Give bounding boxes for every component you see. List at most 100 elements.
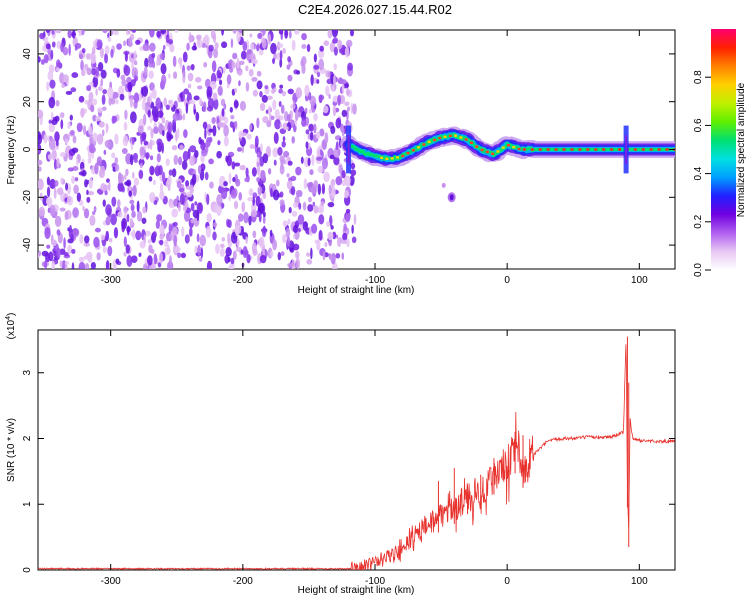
noise-cell bbox=[88, 143, 95, 154]
noise-cell bbox=[246, 53, 251, 62]
ridge-peak bbox=[432, 138, 436, 142]
noise-cell bbox=[212, 222, 218, 228]
noise-cell bbox=[185, 180, 190, 188]
noise-cell bbox=[48, 96, 56, 109]
noise-cell bbox=[156, 110, 164, 118]
noise-cell bbox=[231, 60, 235, 70]
noise-cell bbox=[308, 196, 312, 203]
noise-cell bbox=[307, 157, 311, 167]
x-tick-label: 0 bbox=[504, 576, 510, 587]
noise-cell bbox=[350, 169, 357, 176]
noise-cell bbox=[223, 103, 227, 110]
ridge-peak bbox=[427, 140, 431, 144]
noise-cell bbox=[53, 187, 57, 199]
noise-cell bbox=[290, 185, 296, 196]
noise-cell bbox=[221, 41, 228, 49]
noise-cell bbox=[333, 146, 341, 159]
noise-cell bbox=[137, 125, 144, 134]
noise-cell bbox=[344, 101, 350, 107]
noise-cell bbox=[65, 182, 69, 191]
ridge-peak bbox=[602, 148, 606, 151]
noise-cell bbox=[101, 94, 106, 105]
noise-cell bbox=[198, 257, 203, 262]
noise-cell bbox=[60, 119, 64, 130]
noise-cell bbox=[320, 200, 325, 207]
noise-cell bbox=[257, 186, 263, 195]
noise-cell bbox=[197, 202, 203, 214]
noise-cell bbox=[169, 43, 175, 53]
noise-cell bbox=[161, 116, 166, 124]
noise-cell bbox=[202, 101, 207, 113]
noise-cell bbox=[331, 85, 335, 92]
noise-cell bbox=[252, 248, 258, 256]
noise-cell bbox=[330, 225, 334, 230]
noise-cell bbox=[328, 184, 332, 194]
noise-cell bbox=[38, 133, 43, 145]
noise-cell bbox=[223, 136, 229, 147]
noise-cell bbox=[165, 104, 170, 111]
noise-cell bbox=[141, 85, 149, 97]
noise-cell bbox=[105, 260, 110, 269]
noise-cell bbox=[208, 158, 214, 165]
noise-cell bbox=[108, 237, 113, 243]
noise-cell bbox=[203, 61, 208, 68]
noise-cell bbox=[135, 233, 142, 238]
noise-cell bbox=[323, 171, 330, 183]
noise-cell bbox=[242, 41, 248, 52]
noise-cell bbox=[100, 78, 104, 87]
noise-cell bbox=[246, 133, 252, 140]
noise-cell bbox=[76, 192, 82, 202]
noise-cell bbox=[224, 116, 229, 124]
noise-cell bbox=[203, 34, 210, 46]
noise-cell bbox=[335, 117, 342, 129]
noise-cell bbox=[171, 145, 178, 151]
noise-cell bbox=[116, 43, 122, 50]
noise-cell bbox=[221, 236, 226, 242]
noise-cell bbox=[280, 251, 285, 257]
noise-cell bbox=[313, 77, 318, 84]
noise-cell bbox=[185, 102, 189, 114]
noise-cell bbox=[64, 252, 69, 257]
noise-cell bbox=[239, 164, 246, 171]
ridge-peak bbox=[422, 143, 426, 146]
noise-cell bbox=[139, 146, 145, 156]
noise-cell bbox=[90, 261, 97, 269]
noise-cell bbox=[232, 250, 237, 260]
noise-cell bbox=[179, 58, 183, 70]
noise-cell bbox=[69, 114, 73, 121]
ridge-peak bbox=[594, 148, 598, 151]
noise-cell bbox=[341, 169, 346, 179]
noise-cell bbox=[59, 207, 66, 212]
colorbar-label: Normalized spectral amplitude bbox=[736, 82, 747, 217]
noise-cell bbox=[84, 63, 89, 71]
noise-cell bbox=[74, 177, 79, 182]
noise-cell bbox=[198, 136, 202, 145]
ridge-peak bbox=[562, 148, 566, 151]
ridge-peak bbox=[485, 150, 489, 154]
noise-cell bbox=[149, 139, 153, 151]
ridge-peak bbox=[641, 148, 645, 151]
noise-cell bbox=[323, 40, 330, 47]
noise-cell bbox=[219, 243, 225, 249]
noise-cell bbox=[250, 209, 258, 218]
ridge-peak bbox=[454, 134, 458, 137]
noise-cell bbox=[217, 140, 221, 146]
noise-cell bbox=[126, 226, 132, 233]
noise-cell bbox=[159, 52, 166, 60]
noise-cell bbox=[104, 190, 108, 196]
noise-cell bbox=[217, 121, 224, 128]
noise-cell bbox=[56, 247, 61, 259]
noise-cell bbox=[344, 175, 351, 187]
noise-cell bbox=[281, 91, 287, 97]
noise-cell bbox=[337, 39, 343, 50]
y-tick-label: 3 bbox=[22, 370, 33, 376]
noise-cell bbox=[256, 161, 260, 168]
noise-cell bbox=[287, 88, 294, 95]
noise-cell bbox=[306, 252, 310, 257]
noise-cell bbox=[232, 52, 238, 60]
noise-cell bbox=[313, 53, 317, 63]
noise-cell bbox=[170, 230, 174, 241]
noise-cell bbox=[216, 194, 223, 206]
noise-cell bbox=[193, 109, 197, 114]
